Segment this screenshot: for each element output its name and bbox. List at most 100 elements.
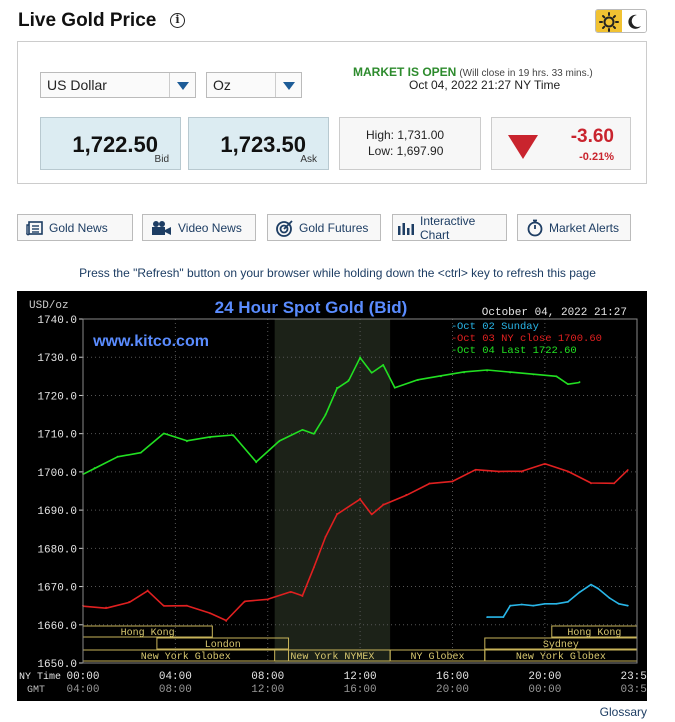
series-point — [359, 497, 362, 500]
series-point — [336, 513, 338, 515]
series-point — [590, 482, 592, 485]
series-point — [532, 373, 535, 376]
video-news-label: Video News — [178, 220, 242, 235]
x-tick-label-ny: 20:00 — [528, 671, 561, 683]
series-point — [313, 432, 315, 435]
session-label: New York Globex — [516, 651, 606, 663]
series-point — [313, 566, 315, 569]
series-point — [324, 413, 327, 416]
legend-dash-oct03: - — [451, 333, 457, 345]
stopwatch-icon — [527, 219, 543, 236]
video-camera-icon — [152, 220, 171, 235]
gold-news-label: Gold News — [49, 220, 108, 235]
y-tick-label: 1690.0 — [37, 506, 77, 518]
x-tick-label-gmt: 04:00 — [66, 684, 99, 696]
series-point — [105, 606, 107, 609]
gmt-label: GMT — [27, 685, 45, 696]
series-point — [301, 595, 304, 598]
info-icon[interactable]: i — [170, 13, 185, 28]
x-tick-label-gmt: 20:00 — [436, 684, 469, 696]
change-box: -3.60 -0.21% — [491, 117, 631, 170]
legend-oct03: Oct 03 NY close 1700.60 — [457, 333, 602, 345]
x-tick-label-ny: 08:00 — [251, 671, 284, 683]
chart-title: 24 Hour Spot Gold (Bid) — [215, 298, 408, 317]
series-point — [608, 597, 611, 599]
x-tick-label-gmt: 12:00 — [251, 684, 284, 696]
legend-oct04: Oct 04 Last 1722.60 — [457, 345, 577, 357]
series-point — [486, 369, 489, 372]
series-point — [382, 503, 385, 506]
unit-label: USD/oz — [29, 300, 69, 312]
currency-select[interactable]: US Dollar — [40, 72, 196, 98]
chart-watermark: www.kitco.com — [92, 333, 209, 350]
market-alerts-button[interactable]: Market Alerts — [517, 214, 631, 241]
series-line — [487, 583, 628, 618]
bid-price: 1,722.50 — [72, 132, 158, 157]
y-tick-label: 1740.0 — [37, 315, 77, 327]
gold-futures-button[interactable]: Gold Futures — [267, 214, 381, 241]
series-point — [497, 470, 500, 473]
legend-oct02: Oct 02 Sunday — [457, 321, 539, 333]
video-news-button[interactable]: Video News — [142, 214, 256, 241]
y-tick-label: 1700.0 — [37, 468, 77, 480]
chevron-down-icon[interactable] — [169, 73, 195, 97]
gold-futures-label: Gold Futures — [299, 220, 369, 235]
y-tick-label: 1650.0 — [37, 659, 77, 671]
x-tick-label-gmt: 03:59 — [620, 684, 647, 696]
series-point — [225, 620, 228, 622]
ask-box: 1,723.50 Ask — [188, 117, 329, 170]
y-tick-label: 1670.0 — [37, 583, 77, 595]
chart-axes: 1740.0 1730.0 1720.0 1710.0 1700.0 1690.0 1680… — [37, 315, 653, 696]
y-tick-label: 1680.0 — [37, 544, 77, 556]
y-tick-label: 1720.0 — [37, 391, 77, 403]
series-point — [162, 604, 165, 607]
news-icon — [26, 220, 43, 235]
moon-icon[interactable] — [622, 10, 646, 32]
series-point — [243, 600, 246, 603]
x-tick-label-ny: 04:00 — [159, 671, 192, 683]
bid-label: Bid — [154, 154, 169, 165]
unit-select[interactable]: Oz — [206, 72, 302, 98]
series-point — [451, 480, 454, 483]
chevron-down-icon[interactable] — [275, 73, 301, 97]
change-value: -3.60 — [570, 126, 614, 147]
series-point — [405, 493, 408, 496]
series-point — [209, 612, 211, 615]
session-label: London — [205, 639, 241, 651]
bar-chart-icon — [398, 222, 414, 235]
currency-value: US Dollar — [47, 77, 107, 93]
sun-icon[interactable] — [596, 10, 622, 32]
series-point — [597, 587, 599, 590]
y-tick-label: 1710.0 — [37, 430, 77, 442]
y-tick-label: 1730.0 — [37, 353, 77, 365]
series-point — [578, 381, 581, 383]
series-point — [93, 467, 96, 469]
series-point — [428, 482, 431, 485]
x-tick-label-ny: 16:00 — [436, 671, 469, 683]
series-point — [209, 436, 211, 439]
session-label: Sydney — [543, 639, 579, 651]
interactive-chart-button[interactable]: Interactive Chart — [392, 214, 507, 242]
page-title: Live Gold Price — [18, 10, 157, 31]
plot-frame — [82, 318, 638, 664]
series-point — [509, 604, 512, 607]
series-point — [393, 386, 396, 389]
series-point — [370, 371, 373, 374]
series-point — [567, 383, 569, 385]
theme-toggle[interactable] — [595, 9, 647, 33]
series-line — [82, 356, 580, 476]
chart-timestamp: October 04, 2022 21:27 — [482, 307, 627, 319]
series-point — [336, 386, 338, 389]
series-point — [520, 470, 523, 473]
chart-series — [82, 356, 629, 622]
series-point — [567, 600, 569, 603]
session-label: Hong Kong — [567, 628, 621, 639]
series-point — [543, 602, 546, 605]
high-low-box: High: 1,731.00 Low: 1,697.90 — [339, 117, 481, 170]
series-point — [139, 451, 142, 454]
glossary-link[interactable]: Glossary — [599, 705, 647, 719]
gold-news-button[interactable]: Gold News — [17, 214, 133, 241]
series-point — [613, 482, 616, 485]
legend-dash-oct02: - — [451, 321, 457, 333]
series-point — [324, 535, 327, 538]
